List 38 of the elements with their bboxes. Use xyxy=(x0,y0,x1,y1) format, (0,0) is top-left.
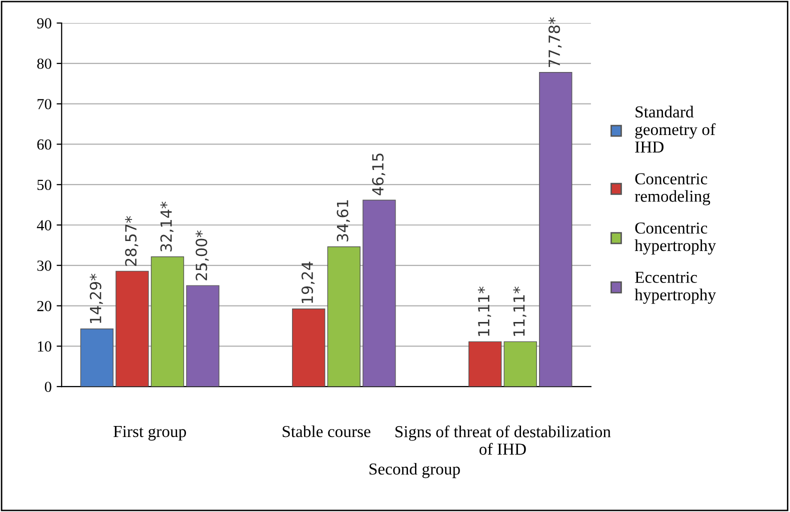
data-label: 11,11* xyxy=(513,286,526,336)
data-label: 46,15 xyxy=(372,154,386,196)
data-label: 28,57* xyxy=(125,216,138,266)
legend-label: Standard geometry of IHD xyxy=(635,106,716,153)
bar xyxy=(468,341,502,387)
bar xyxy=(186,285,220,387)
data-label: 77,78* xyxy=(548,17,562,67)
data-label: 34,61 xyxy=(336,200,350,242)
bar xyxy=(504,341,537,387)
y-tick-label: 0 xyxy=(44,382,52,392)
data-label: 19,24 xyxy=(302,262,315,304)
bar xyxy=(362,200,396,387)
data-label: 32,14* xyxy=(160,202,174,252)
y-tick-label: 40 xyxy=(36,220,52,230)
bar xyxy=(539,72,572,387)
bar xyxy=(116,270,149,387)
bar xyxy=(80,328,114,387)
y-tick-label: 30 xyxy=(37,260,52,271)
bar xyxy=(150,256,184,387)
legend-label: Concentric hypertrophy xyxy=(634,222,716,255)
y-tick-label: 60 xyxy=(37,139,52,150)
y-tick-label: 20 xyxy=(37,300,52,312)
legend-label: Concentric remodeling xyxy=(634,173,710,206)
text: Second group xyxy=(370,462,460,478)
data-label: 14,29* xyxy=(90,274,103,323)
data-label: 25,00* xyxy=(196,230,209,280)
y-tick-label: 70 xyxy=(38,98,52,110)
y-tick-label: 90 xyxy=(37,18,52,28)
x-tick-label: First group xyxy=(114,426,186,441)
x-tick-label: Signs of threat of destabilization of IHD xyxy=(396,425,611,455)
y-tick-label: 80 xyxy=(37,58,52,69)
y-tick-label: 50 xyxy=(38,180,52,190)
data-label: 11,11* xyxy=(478,286,492,336)
x-tick-label: Stable course xyxy=(282,425,370,438)
bar xyxy=(292,308,326,387)
y-tick-label: 10 xyxy=(38,341,52,352)
legend-label: Eccentric hypertrophy xyxy=(634,272,716,304)
bar xyxy=(327,246,360,387)
